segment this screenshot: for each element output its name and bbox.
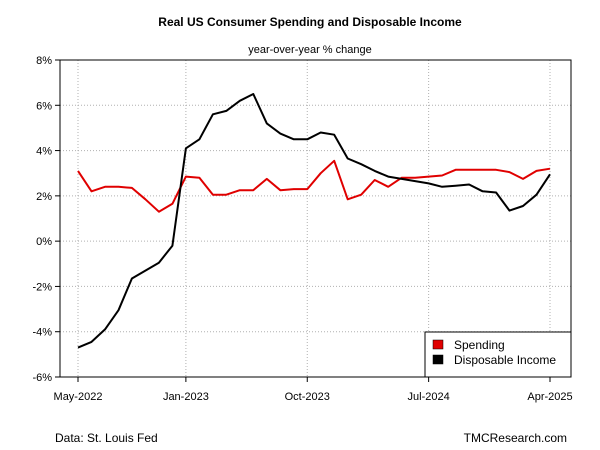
legend-label: Disposable Income [454,353,556,367]
x-tick-label: Jul-2024 [408,391,450,403]
y-tick-label: -6% [32,372,52,384]
grid [60,60,571,377]
x-tick-label: Jan-2023 [163,391,209,403]
legend-box [424,331,572,378]
legend-label: Spending [454,338,505,352]
legend-swatch [432,354,444,365]
source-note: Data: St. Louis Fed [55,431,158,445]
plot-frame [59,59,572,378]
legend-swatch [432,339,444,350]
x-tick-label: Oct-2023 [285,391,330,403]
series-line-disposable-income [77,93,551,349]
y-tick-label: 6% [36,100,52,112]
y-tick-label: -4% [32,327,52,339]
series-lines [77,93,551,349]
credit-note: TMCResearch.com [464,431,567,445]
y-tick-label: 2% [36,191,52,203]
chart-title: Real US Consumer Spending and Disposable… [158,15,462,29]
y-tick-label: 4% [36,146,52,158]
axes: 8% 6% 4% 2% 0% -2% -4% -6%May-2022 Jan-2023 Oct-2… [32,55,572,403]
y-tick-label: 0% [36,236,52,248]
series-line-spending [77,159,551,213]
y-tick-label: -2% [32,281,52,293]
y-tick-label: 8% [36,55,52,67]
x-tick-label: Apr-2025 [527,391,572,403]
chart-subtitle: year-over-year % change [248,44,372,56]
x-tick-label: May-2022 [54,391,103,403]
